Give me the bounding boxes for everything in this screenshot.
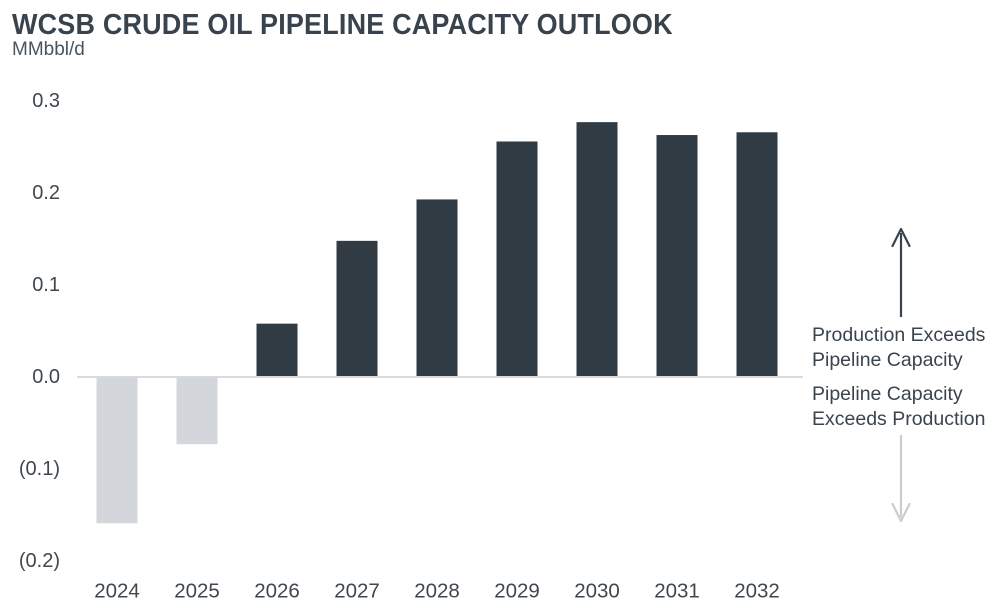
y-tick-label-0.3: 0.3 [32,90,60,112]
up-arrow-icon-head [891,227,911,248]
y-tick-label-(0.1): (0.1) [19,458,60,480]
x-tick-label-2029: 2029 [494,580,540,603]
annotation-capacity-exceeds: Pipeline Capacity Exceeds Production [812,383,986,430]
chart-title: WCSB CRUDE OIL PIPELINE CAPACITY OUTLOOK [12,9,673,41]
y-tick-label-0.0: 0.0 [32,366,60,388]
x-tick-label-2031: 2031 [654,580,700,603]
x-tick-label-2025: 2025 [174,580,220,603]
y-tick-label-0.1: 0.1 [32,274,60,296]
x-tick-label-2026: 2026 [254,580,300,603]
x-tick-label-2024: 2024 [94,580,140,603]
bar-2024 [96,377,138,524]
x-tick-label-2027: 2027 [334,580,380,603]
y-axis-unit-label: MMbbl/d [12,39,85,60]
bar-2031 [656,135,698,377]
bar-2027 [336,240,378,377]
y-tick-label-(0.2): (0.2) [19,550,60,572]
bar-2030 [576,122,618,377]
bar-2026 [256,323,298,377]
down-arrow-icon-head [891,502,911,523]
x-tick-label-2028: 2028 [414,580,460,603]
bar-2032 [736,132,778,377]
x-tick-label-2030: 2030 [574,580,620,603]
y-tick-label-0.2: 0.2 [32,182,60,204]
x-tick-label-2032: 2032 [734,580,780,603]
bar-2025 [176,377,218,445]
annotation-production-exceeds: Production Exceeds Pipeline Capacity [812,324,986,371]
bar-2028 [416,199,458,377]
bar-2029 [496,141,538,377]
